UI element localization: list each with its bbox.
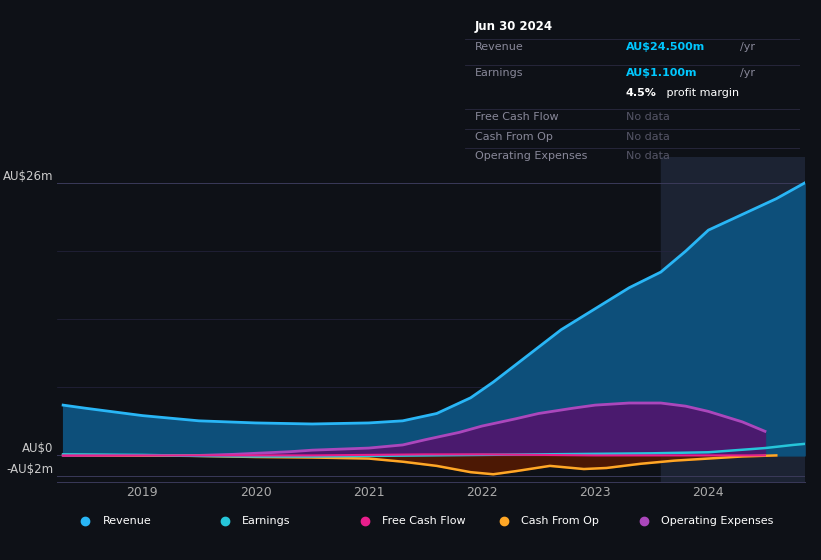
Bar	[661, 157, 805, 482]
Text: Free Cash Flow: Free Cash Flow	[475, 111, 558, 122]
Text: AU$0: AU$0	[22, 442, 53, 455]
Text: profit margin: profit margin	[663, 88, 739, 99]
Text: 4.5%: 4.5%	[626, 88, 657, 99]
Text: Revenue: Revenue	[475, 42, 524, 52]
Text: Jun 30 2024: Jun 30 2024	[475, 20, 553, 33]
Text: /yr: /yr	[740, 68, 754, 78]
Text: No data: No data	[626, 111, 670, 122]
Text: Operating Expenses: Operating Expenses	[475, 151, 587, 161]
Text: Earnings: Earnings	[242, 516, 291, 526]
Text: Cash From Op: Cash From Op	[475, 132, 553, 142]
Text: Free Cash Flow: Free Cash Flow	[382, 516, 466, 526]
Text: Operating Expenses: Operating Expenses	[661, 516, 773, 526]
Text: AU$1.100m: AU$1.100m	[626, 68, 697, 78]
Text: Revenue: Revenue	[103, 516, 151, 526]
Text: AU$24.500m: AU$24.500m	[626, 42, 705, 52]
Text: -AU$2m: -AU$2m	[7, 463, 53, 477]
Text: No data: No data	[626, 132, 670, 142]
Text: /yr: /yr	[740, 42, 754, 52]
Text: Earnings: Earnings	[475, 68, 524, 78]
Text: Cash From Op: Cash From Op	[521, 516, 599, 526]
Text: AU$26m: AU$26m	[3, 170, 53, 183]
Text: No data: No data	[626, 151, 670, 161]
